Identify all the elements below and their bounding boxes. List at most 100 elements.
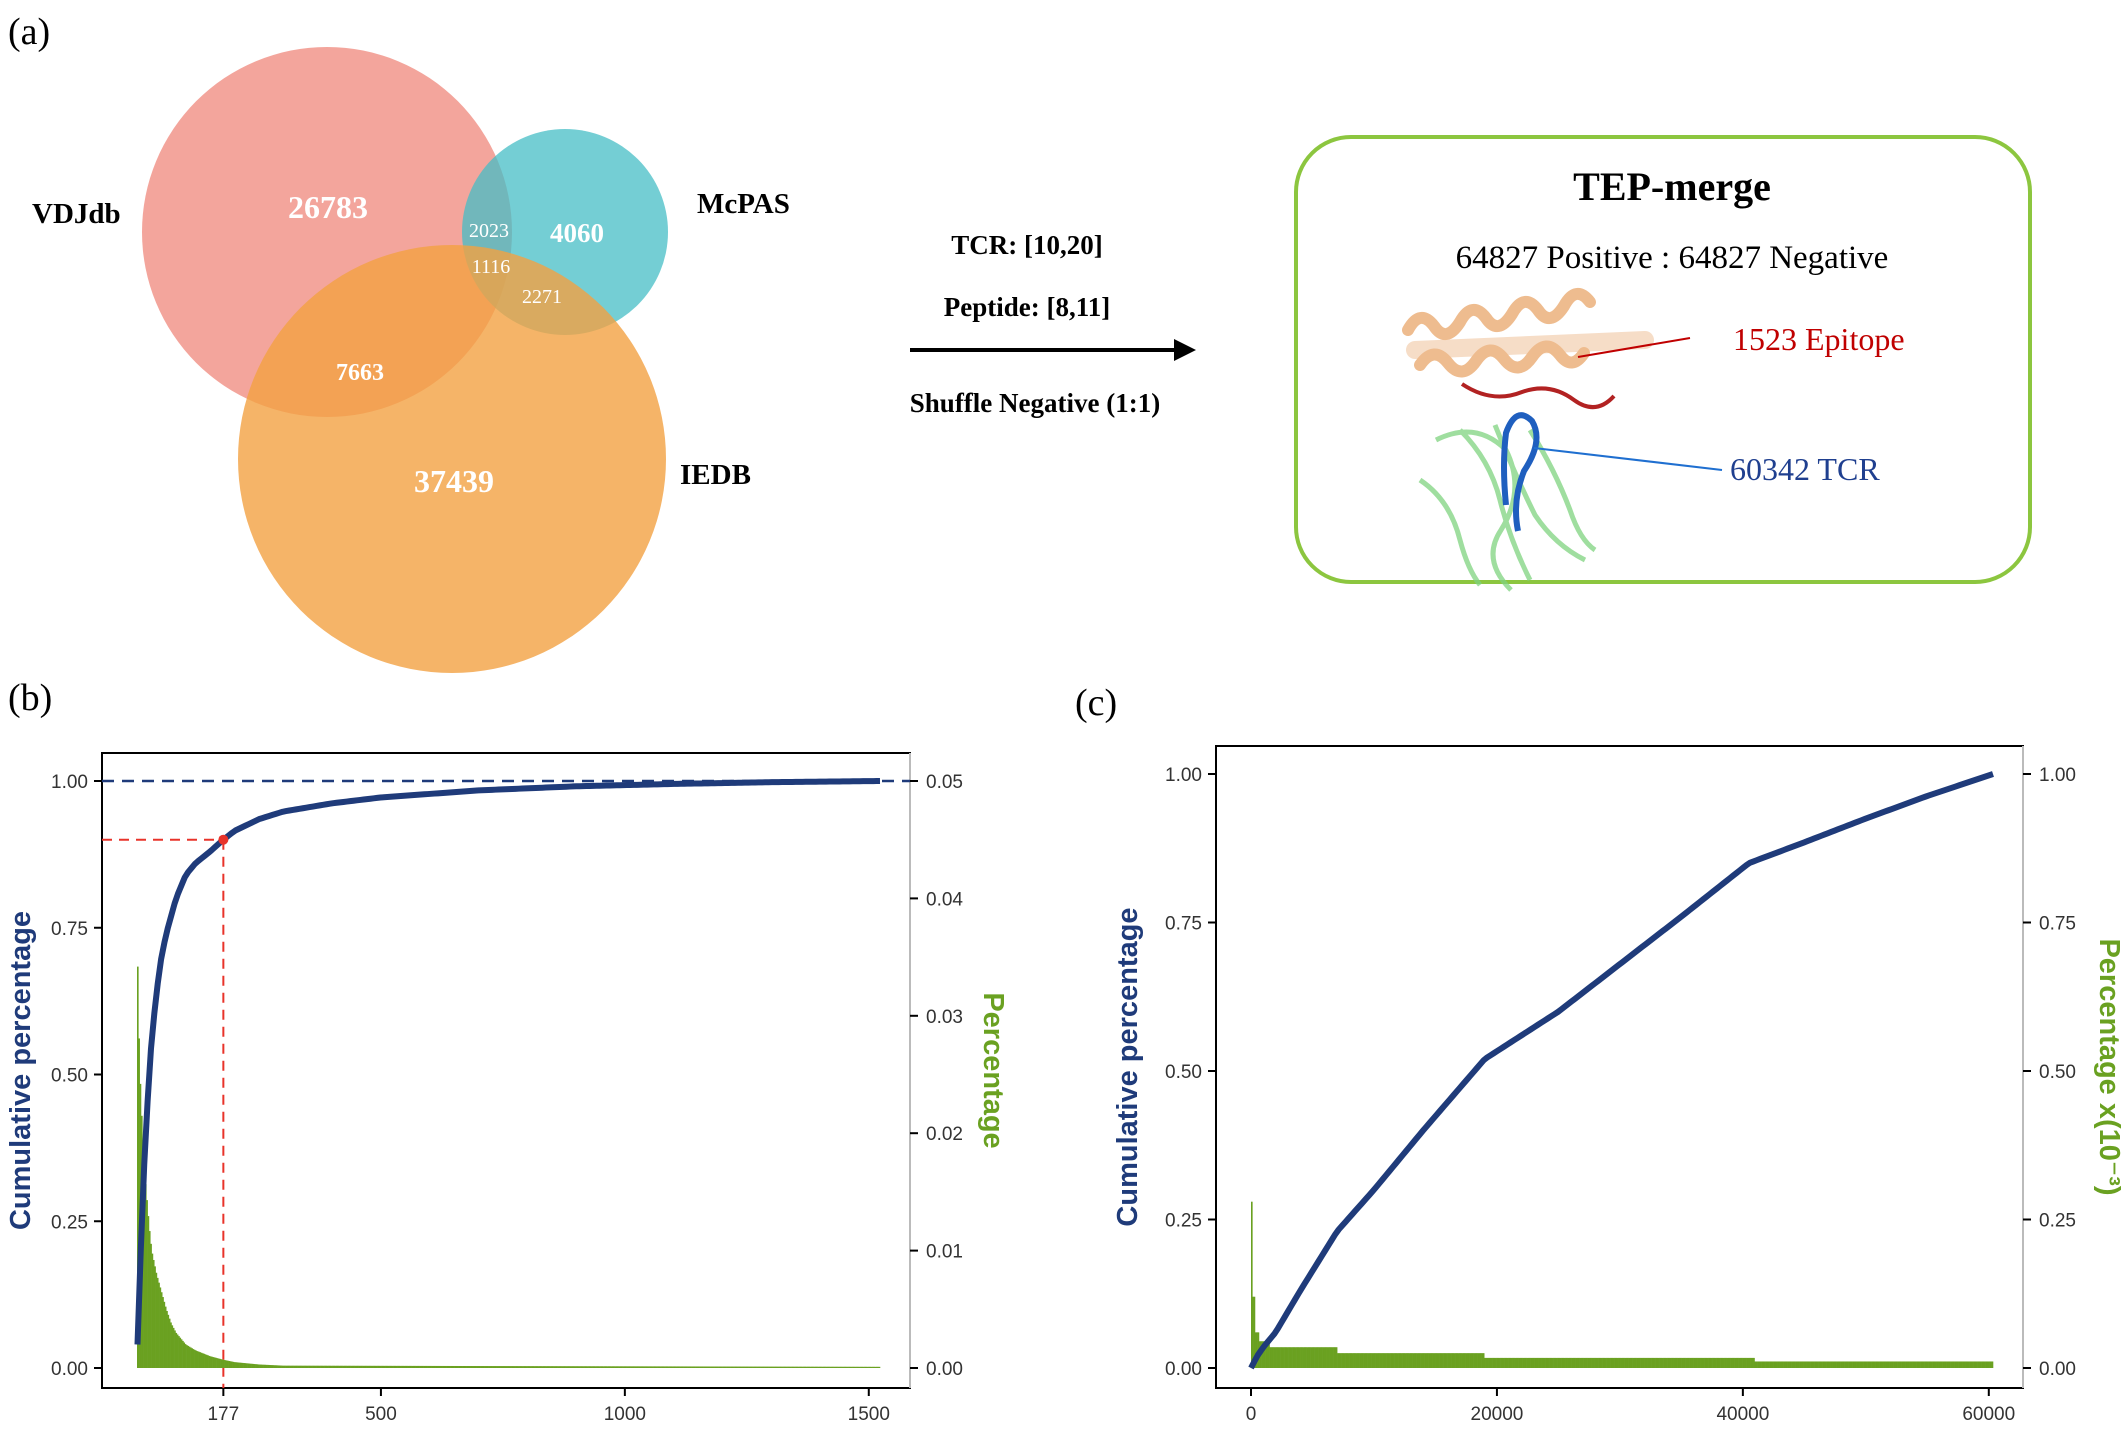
percentage-bar (544, 1366, 546, 1368)
percentage-bar (756, 1366, 759, 1368)
venn-diagram: VDJdb McPAS IEDB 26783 4060 37439 2023 1… (32, 47, 790, 673)
venn-count-vdjdb-mcpas: 2023 (469, 220, 509, 242)
percentage-bar (328, 1365, 330, 1368)
percentage-bar (592, 1366, 594, 1368)
percentage-bar (1372, 1353, 1375, 1368)
percentage-bar (609, 1366, 611, 1368)
percentage-bar (499, 1366, 501, 1368)
percentage-bar (558, 1366, 561, 1368)
percentage-bar (300, 1365, 302, 1368)
percentage-bar (383, 1365, 386, 1368)
percentage-bar (1859, 1361, 1861, 1368)
percentage-bar (390, 1365, 393, 1368)
percentage-bar (1378, 1353, 1380, 1368)
percentage-bar (828, 1366, 830, 1368)
percentage-bar (464, 1366, 467, 1368)
percentage-bar (1932, 1361, 1934, 1368)
percentage-bar (146, 1200, 148, 1368)
percentage-bar (202, 1353, 204, 1368)
percentage-bar (1897, 1361, 1900, 1368)
percentage-bar (424, 1365, 427, 1368)
percentage-bar (209, 1356, 212, 1368)
percentage-bar (707, 1366, 710, 1368)
percentage-bar (1553, 1357, 1555, 1368)
percentage-bar (455, 1365, 458, 1368)
percentage-bar (1725, 1357, 1727, 1368)
percentage-bar (1938, 1361, 1941, 1368)
percentage-bar (267, 1364, 269, 1368)
percentage-bar (720, 1366, 723, 1368)
percentage-bar (236, 1362, 239, 1368)
y-tick-label: 0.50 (1165, 1062, 1202, 1083)
percentage-bar (1513, 1357, 1515, 1368)
percentage-bar (336, 1365, 338, 1368)
percentage-bar (1888, 1361, 1890, 1368)
percentage-bar (811, 1366, 813, 1368)
percentage-bar (657, 1366, 659, 1368)
percentage-bar (1830, 1361, 1832, 1368)
percentage-bar (343, 1365, 346, 1368)
percentage-bar (1424, 1353, 1427, 1368)
percentage-bar (1913, 1361, 1916, 1368)
percentage-bar (166, 1310, 168, 1368)
percentage-bar (339, 1365, 342, 1368)
x-tick-label: 20000 (1471, 1404, 1524, 1425)
percentage-bar (485, 1366, 488, 1368)
percentage-bar (1339, 1353, 1342, 1368)
percentage-bar (1861, 1361, 1864, 1368)
percentage-bar (710, 1366, 712, 1368)
percentage-bar (1929, 1361, 1932, 1368)
percentage-bar (576, 1366, 578, 1368)
percentage-bar (1575, 1357, 1578, 1368)
percentage-bar (229, 1361, 232, 1368)
percentage-bar (1876, 1361, 1879, 1368)
percentage-bar (745, 1366, 748, 1368)
percentage-bar (1820, 1361, 1823, 1368)
percentage-bar (1380, 1353, 1383, 1368)
percentage-bar (481, 1366, 484, 1368)
percentage-bar (1746, 1357, 1749, 1368)
percentage-bar (463, 1366, 466, 1368)
y2-tick-label: 0.00 (926, 1359, 963, 1380)
percentage-bar (777, 1366, 780, 1368)
percentage-bar (1843, 1361, 1845, 1368)
percentage-bar (597, 1366, 600, 1368)
percentage-bar (1790, 1361, 1792, 1368)
percentage-bar (1251, 1201, 1253, 1368)
percentage-bar (1803, 1361, 1806, 1368)
percentage-bar (1973, 1361, 1975, 1368)
percentage-bar (1273, 1347, 1276, 1368)
percentage-bar (182, 1340, 184, 1368)
percentage-bar (1692, 1357, 1694, 1368)
percentage-bar (406, 1365, 408, 1368)
percentage-bar (1490, 1357, 1493, 1368)
percentage-bar (395, 1365, 398, 1368)
percentage-bar (757, 1366, 760, 1368)
percentage-bar (1533, 1357, 1535, 1368)
percentage-bar (1857, 1361, 1860, 1368)
percentage-bar (393, 1365, 395, 1368)
percentage-bar (1457, 1353, 1460, 1368)
percentage-bar (150, 1243, 152, 1368)
percentage-bar (1419, 1353, 1421, 1368)
percentage-bar (1951, 1361, 1954, 1368)
percentage-bar (1680, 1357, 1682, 1368)
percentage-bar (138, 1038, 140, 1368)
percentage-bar (420, 1365, 423, 1368)
percentage-bar (269, 1365, 272, 1368)
percentage-bar (1364, 1353, 1367, 1368)
percentage-bar (1867, 1361, 1869, 1368)
percentage-bar (1823, 1361, 1826, 1368)
percentage-bar (743, 1366, 745, 1368)
percentage-bar (586, 1366, 589, 1368)
percentage-bar (605, 1366, 607, 1368)
percentage-bar (801, 1366, 804, 1368)
percentage-bar (1774, 1361, 1776, 1368)
percentage-bar (726, 1366, 728, 1368)
percentage-bar (772, 1366, 775, 1368)
percentage-bar (1689, 1357, 1692, 1368)
percentage-bar (1481, 1353, 1484, 1368)
percentage-bar (221, 1359, 224, 1368)
percentage-bar (1474, 1353, 1477, 1368)
